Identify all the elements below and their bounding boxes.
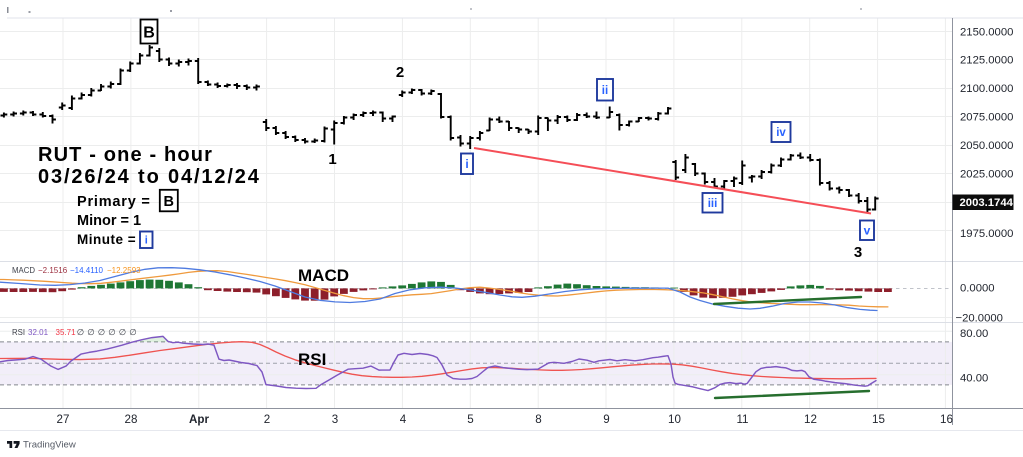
svg-text:12: 12	[804, 413, 817, 426]
svg-text:iv: iv	[776, 127, 786, 139]
svg-text:5: 5	[467, 413, 473, 426]
svg-text:10: 10	[668, 413, 681, 426]
svg-text:∅: ∅	[119, 327, 127, 337]
svg-text:−12.2593: −12.2593	[107, 266, 141, 275]
svg-text:8: 8	[535, 413, 541, 426]
svg-text:∅: ∅	[77, 327, 85, 337]
svg-text:Apr: Apr	[189, 413, 209, 426]
svg-text:i: i	[145, 235, 148, 247]
svg-text:ii: ii	[602, 85, 608, 97]
svg-text:2150.0000: 2150.0000	[960, 26, 1013, 38]
svg-text:B: B	[143, 24, 155, 41]
svg-text:4: 4	[400, 413, 407, 426]
svg-text:iii: iii	[708, 198, 718, 210]
svg-text:Primary =: Primary =	[77, 194, 151, 210]
svg-text:i: i	[465, 157, 468, 171]
svg-text:3: 3	[332, 413, 338, 426]
svg-text:9: 9	[603, 413, 609, 426]
svg-text:1: 1	[328, 151, 336, 168]
svg-text:40.00: 40.00	[960, 373, 988, 385]
svg-text:2125.0000: 2125.0000	[960, 55, 1013, 67]
svg-text:Minute =: Minute =	[77, 232, 136, 247]
svg-text:2025.0000: 2025.0000	[960, 169, 1013, 181]
svg-text:RUT - one - hour: RUT - one - hour	[38, 144, 213, 166]
svg-text:35.71: 35.71	[56, 328, 77, 337]
svg-text:Minor = 1: Minor = 1	[77, 213, 141, 229]
svg-text:28: 28	[125, 413, 138, 426]
svg-text:1975.0000: 1975.0000	[960, 228, 1013, 240]
svg-text:27: 27	[57, 413, 70, 426]
svg-text:∅: ∅	[87, 327, 95, 337]
svg-text:32.01: 32.01	[28, 328, 49, 337]
svg-text:2050.0000: 2050.0000	[960, 140, 1013, 152]
svg-text:∅: ∅	[108, 327, 116, 337]
svg-text:2: 2	[264, 413, 270, 426]
svg-text:0.0000: 0.0000	[960, 283, 995, 295]
svg-text:2075.0000: 2075.0000	[960, 112, 1013, 124]
svg-text:MACD: MACD	[298, 266, 349, 285]
svg-text:RSI: RSI	[12, 328, 25, 337]
svg-text:2100.0000: 2100.0000	[960, 83, 1013, 95]
svg-text:2: 2	[396, 64, 404, 81]
svg-text:11: 11	[736, 413, 748, 426]
svg-text:3: 3	[854, 244, 862, 261]
svg-text:−14.4110: −14.4110	[70, 266, 104, 275]
svg-text:03/26/24 to 04/12/24: 03/26/24 to 04/12/24	[38, 166, 261, 188]
svg-text:∅: ∅	[98, 327, 106, 337]
svg-text:16: 16	[940, 413, 953, 426]
svg-text:−2.1516: −2.1516	[38, 266, 68, 275]
svg-text:15: 15	[872, 413, 885, 426]
svg-text:2003.1744: 2003.1744	[960, 197, 1014, 209]
svg-text:∅: ∅	[129, 327, 137, 337]
svg-text:v: v	[864, 224, 871, 238]
svg-text:TradingView: TradingView	[23, 440, 76, 451]
svg-text:MACD: MACD	[12, 266, 35, 275]
svg-text:80.00: 80.00	[960, 328, 988, 340]
svg-text:B: B	[164, 194, 174, 210]
svg-text:−20.0000: −20.0000	[956, 313, 1003, 325]
svg-text:RSI: RSI	[298, 350, 326, 369]
